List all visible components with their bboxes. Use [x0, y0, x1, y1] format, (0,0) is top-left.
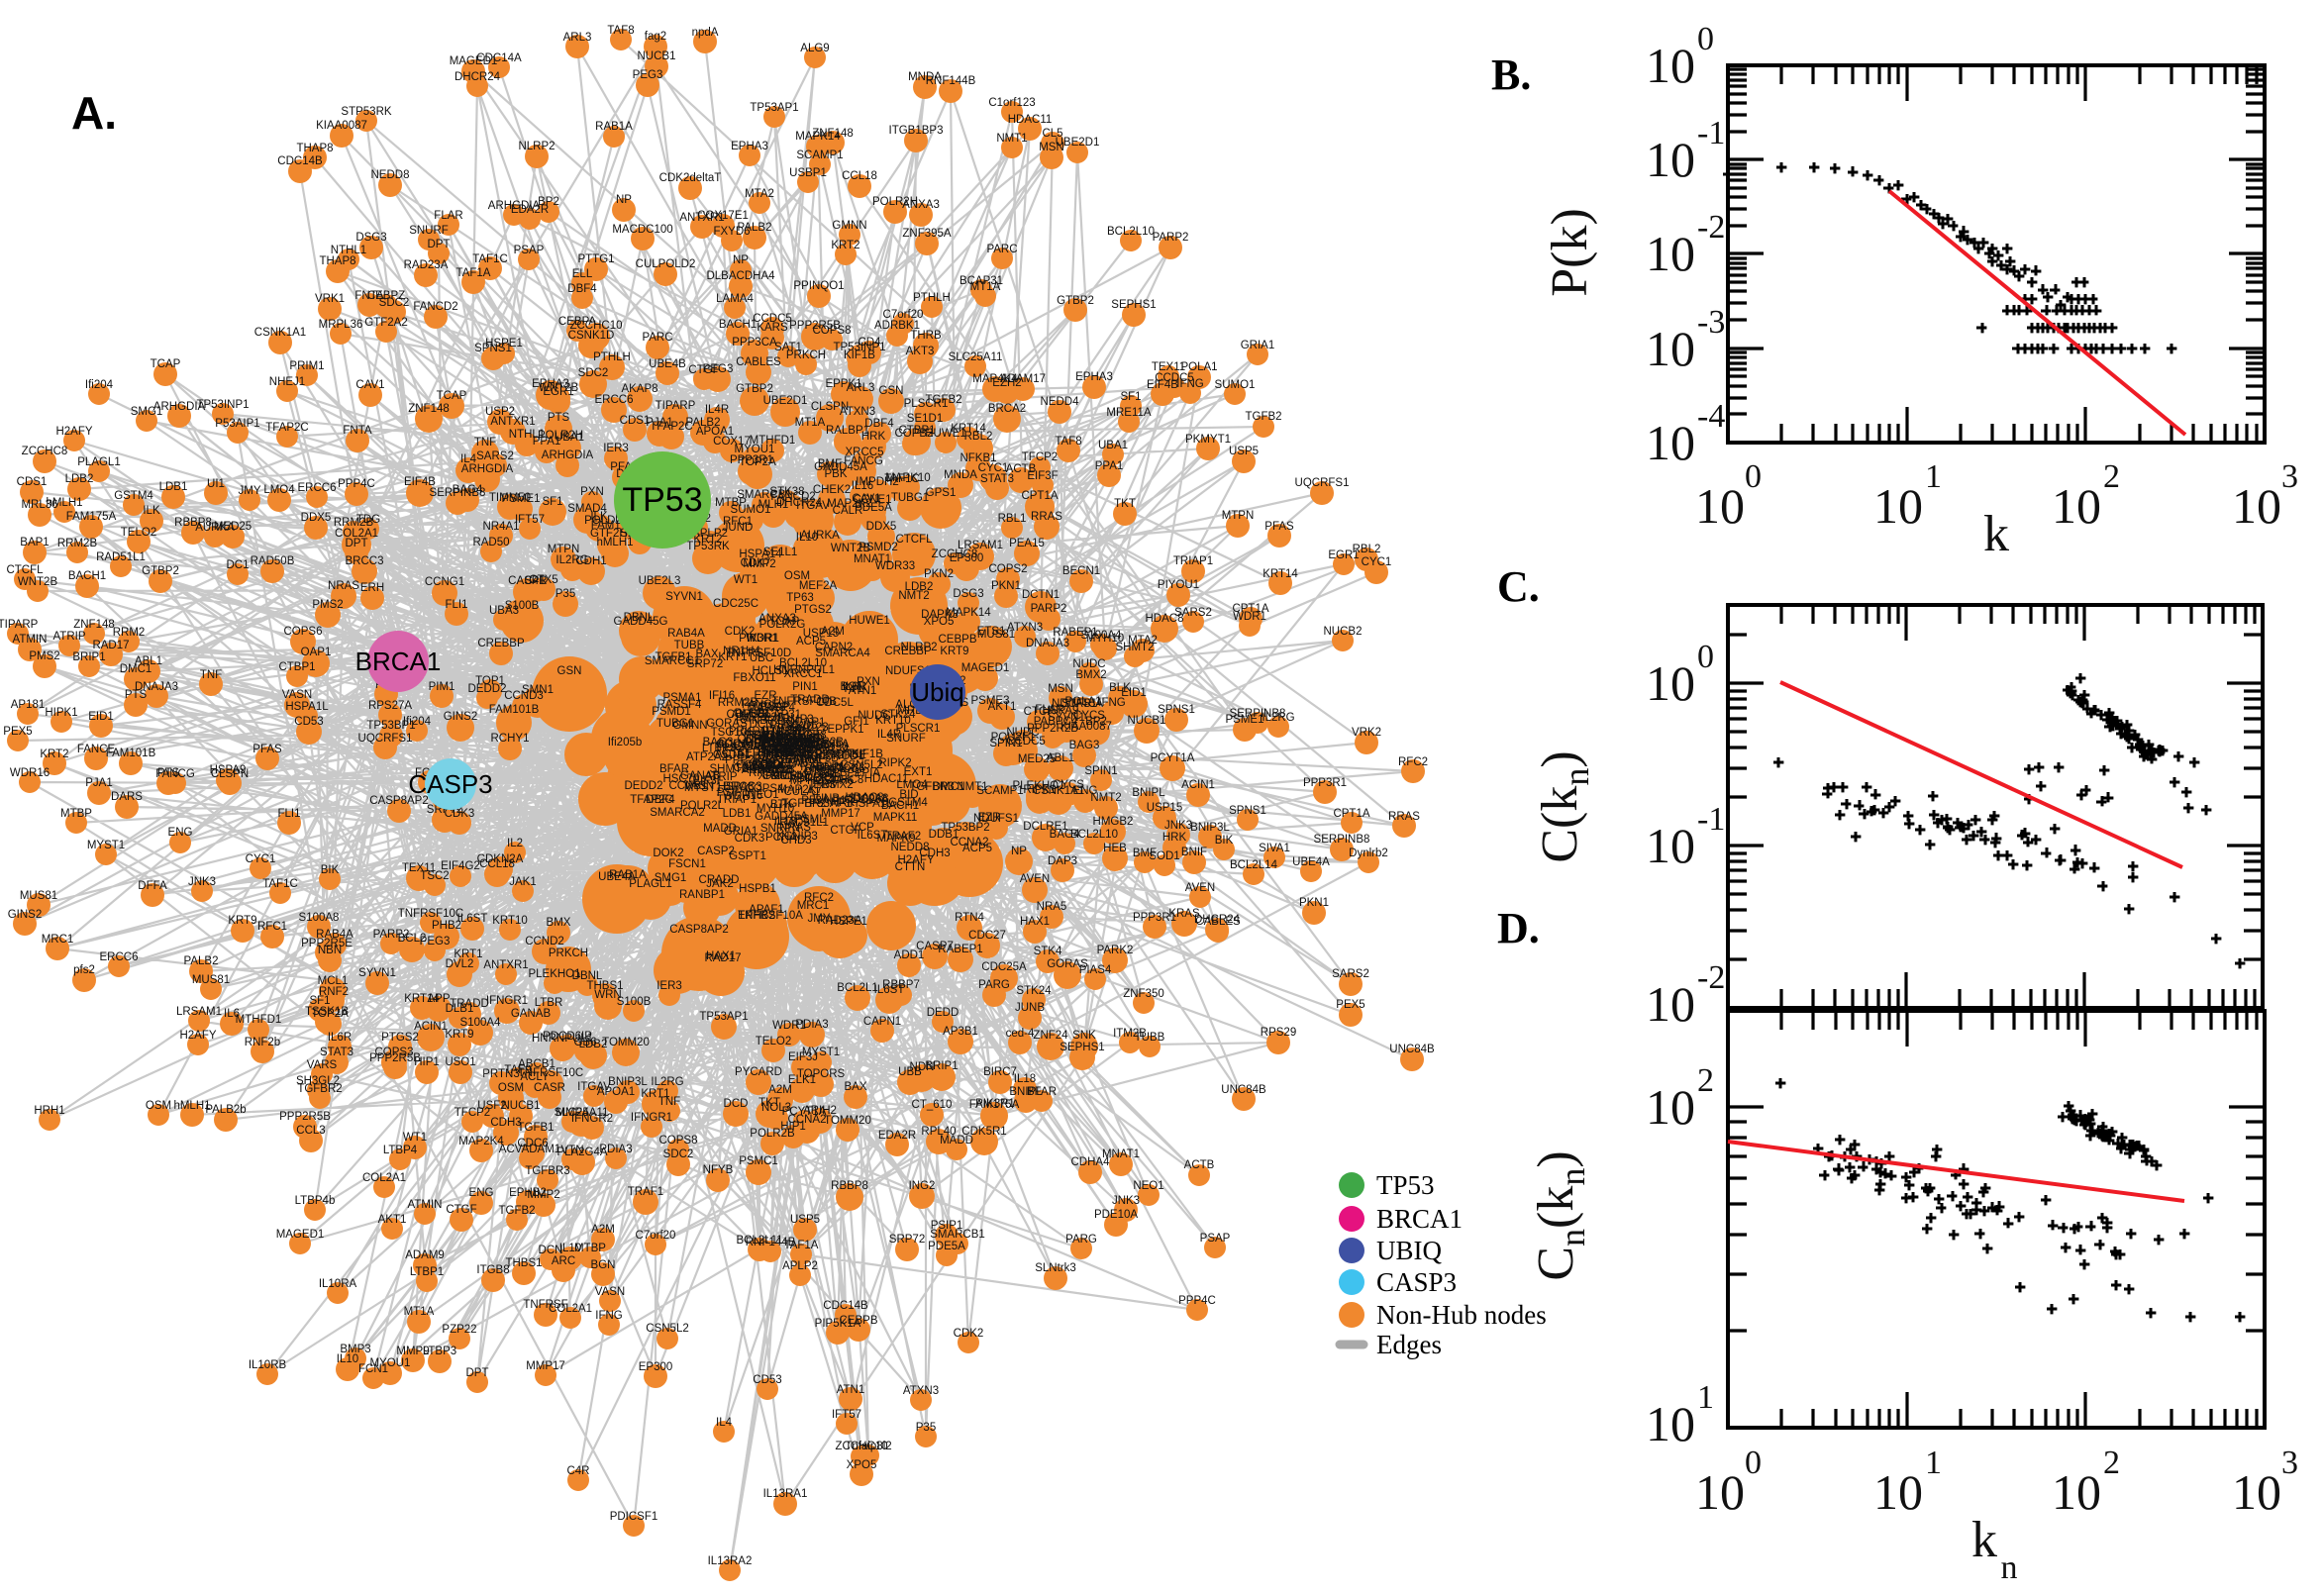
svg-text:10: 10	[1646, 1079, 1695, 1135]
svg-text:-1: -1	[1697, 801, 1725, 838]
svg-text:k: k	[1983, 506, 2009, 562]
svg-text:P(k): P(k)	[1542, 208, 1598, 297]
svg-text:10: 10	[1646, 415, 1695, 470]
svg-text:10: 10	[1646, 1396, 1695, 1451]
svg-text:B.: B.	[1491, 50, 1531, 99]
svg-text:-2: -2	[1697, 959, 1725, 996]
svg-text:-4: -4	[1697, 398, 1725, 435]
svg-text:10: 10	[1646, 655, 1695, 711]
svg-text:1: 1	[1697, 1379, 1714, 1416]
svg-text:k: k	[1971, 1512, 1997, 1568]
svg-text:10: 10	[1873, 1464, 1923, 1520]
svg-text:2: 2	[2103, 458, 2120, 495]
svg-text:CASP3: CASP3	[1376, 1267, 1457, 1297]
svg-text:10: 10	[1873, 478, 1923, 534]
svg-text:-1: -1	[1697, 115, 1725, 151]
svg-text:1: 1	[1925, 1445, 1942, 1481]
svg-text:10: 10	[1695, 478, 1745, 534]
svg-text:3: 3	[2281, 458, 2298, 495]
svg-text:Non-Hub nodes: Non-Hub nodes	[1376, 1300, 1547, 1330]
svg-text:10: 10	[2052, 478, 2101, 534]
svg-text:10: 10	[1646, 818, 1695, 873]
svg-text:10: 10	[1646, 226, 1695, 281]
svg-text:0: 0	[1745, 458, 1762, 495]
svg-text:C.: C.	[1497, 562, 1540, 611]
svg-text:C(kn): C(kn)	[1532, 750, 1596, 862]
svg-text:2: 2	[2103, 1445, 2120, 1481]
svg-text:2: 2	[1697, 1062, 1714, 1099]
svg-text:10: 10	[1646, 38, 1695, 93]
svg-text:10: 10	[2052, 1464, 2101, 1520]
svg-text:0: 0	[1697, 21, 1714, 57]
svg-text:10: 10	[1695, 1464, 1745, 1520]
svg-text:0: 0	[1697, 639, 1714, 675]
svg-text:UBIQ: UBIQ	[1376, 1236, 1442, 1265]
svg-text:10: 10	[2232, 478, 2281, 534]
svg-text:Edges: Edges	[1376, 1330, 1442, 1359]
svg-text:-2: -2	[1697, 209, 1725, 246]
svg-text:3: 3	[2281, 1445, 2298, 1481]
svg-text:D.: D.	[1497, 904, 1540, 952]
svg-text:10: 10	[1646, 976, 1695, 1032]
svg-text:10: 10	[1646, 321, 1695, 376]
svg-text:TP53: TP53	[1376, 1170, 1435, 1200]
svg-text:Cn(kn): Cn(kn)	[1528, 1150, 1592, 1280]
svg-text:10: 10	[2232, 1464, 2281, 1520]
svg-text:0: 0	[1745, 1445, 1762, 1481]
svg-text:BRCA1: BRCA1	[1376, 1204, 1463, 1234]
svg-text:-3: -3	[1697, 304, 1725, 341]
svg-text:10: 10	[1646, 132, 1695, 187]
svg-text:n: n	[2001, 1549, 2018, 1586]
svg-text:A.: A.	[71, 87, 117, 139]
svg-text:1: 1	[1925, 458, 1942, 495]
